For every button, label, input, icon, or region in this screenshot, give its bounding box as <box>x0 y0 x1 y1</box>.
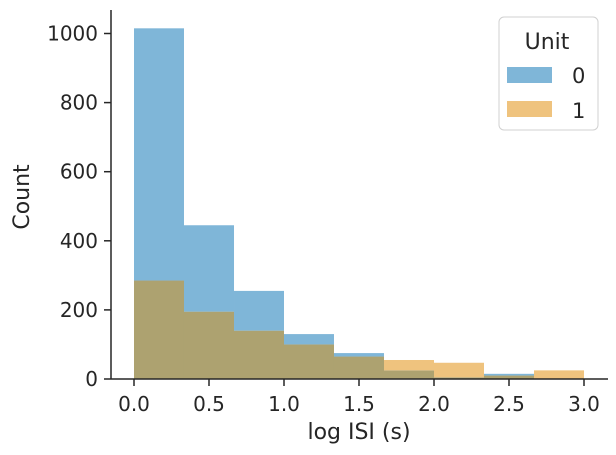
x-ticks: 0.0 0.5 1.0 1.5 2.0 2.5 3.0 <box>118 379 600 416</box>
y-tick-label: 200 <box>60 298 98 322</box>
bar-unit-0-7 <box>483 373 535 376</box>
legend-swatch-0 <box>507 67 552 83</box>
legend-title: Unit <box>525 30 570 55</box>
bar-unit-0-3 <box>284 334 334 345</box>
y-ticks: 0 200 400 600 800 1000 <box>47 22 111 391</box>
y-tick-label: 800 <box>60 91 98 115</box>
bar-unit-0-1 <box>183 225 235 312</box>
y-tick-label: 400 <box>60 229 98 253</box>
legend-swatch-1 <box>507 101 552 117</box>
bar-unit-0-0 <box>134 28 184 281</box>
bar-unit-0-4 <box>333 353 385 357</box>
bar-overlap-7 <box>483 375 535 379</box>
bar-overlap-6 <box>434 377 484 379</box>
legend-label-0: 0 <box>572 64 585 88</box>
x-axis-label: log ISI (s) <box>307 420 410 445</box>
x-tick-label: 0.5 <box>193 392 225 416</box>
bar-unit-0-2 <box>234 290 284 331</box>
y-tick-label: 600 <box>60 160 98 184</box>
bar-unit-1-5 <box>384 359 434 371</box>
legend-label-1: 1 <box>572 99 585 123</box>
y-axis-label: Count <box>10 164 35 230</box>
x-tick-label: 3.0 <box>568 392 600 416</box>
x-tick-label: 2.0 <box>418 392 450 416</box>
bar-unit-1-8 <box>534 370 584 379</box>
x-tick-label: 2.5 <box>493 392 525 416</box>
bar-overlap-1 <box>183 311 235 379</box>
x-tick-label: 1.0 <box>268 392 300 416</box>
bar-unit-1-6 <box>434 362 484 378</box>
bar-overlap-2 <box>234 330 284 379</box>
bar-overlap-3 <box>284 344 334 379</box>
x-tick-label: 0.0 <box>118 392 150 416</box>
y-tick-label: 0 <box>85 367 98 391</box>
bar-overlap-5 <box>384 370 434 379</box>
legend: Unit 0 1 <box>498 16 599 131</box>
y-tick-label: 1000 <box>47 22 98 46</box>
x-tick-label: 1.5 <box>343 392 375 416</box>
bar-overlap-4 <box>333 356 385 379</box>
bar-overlap-0 <box>134 280 184 379</box>
histogram-bars <box>134 28 584 379</box>
